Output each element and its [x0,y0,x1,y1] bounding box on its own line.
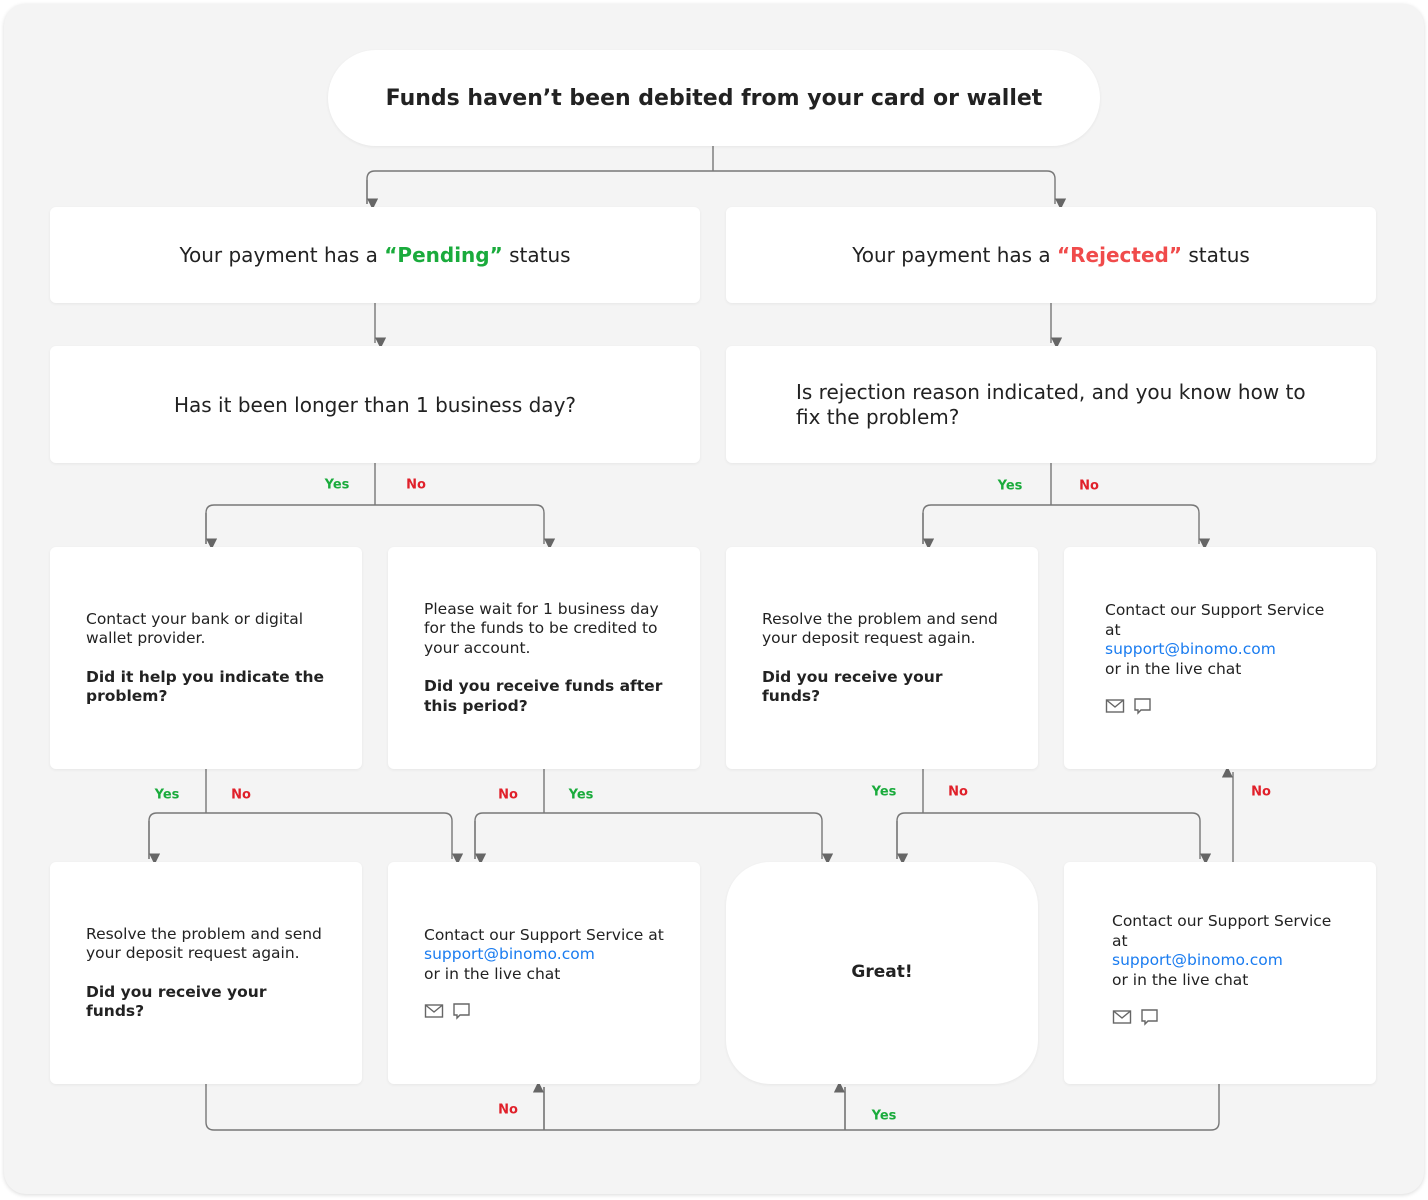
pending-status: “Pending” [384,243,503,267]
support-email-link[interactable]: support@binomo.com [1112,951,1283,969]
yes-label: Yes [154,787,180,803]
rejected-status-box: Your payment has a “Rejected” status [726,207,1376,303]
wait-box: Please wait for 1 business day for the f… [388,547,700,769]
rejected-post: status [1182,243,1250,267]
resolve-left-box: Resolve the problem and send your deposi… [50,862,362,1084]
rejection-reason-question: Is rejection reason indicated, and you k… [726,346,1376,463]
connector-title [366,146,1055,204]
yes-label: Yes [997,478,1023,494]
mail-icon[interactable] [424,1002,444,1020]
support-chat-text: or in the live chat [1112,970,1249,989]
yes-label: Yes [324,477,350,493]
resolve-left-text: Resolve the problem and send your deposi… [86,924,322,963]
contact-bank-text: Contact your bank or digital wallet prov… [86,609,304,648]
wait-text: Please wait for 1 business day for the f… [424,599,659,657]
mail-icon[interactable] [1112,1008,1132,1026]
connector-bottom [205,1084,1220,1131]
wait-question: Did you receive funds after this period? [424,677,663,715]
no-label: No [948,784,968,800]
support-chat-text: or in the live chat [424,964,561,983]
pending-pre: Your payment has a [179,243,385,267]
contact-bank-question: Did it help you indicate the problem? [86,667,325,706]
chat-icon[interactable] [1140,1008,1160,1026]
support-email-link[interactable]: support@binomo.com [424,945,595,964]
resolve-right-box: Resolve the problem and send your deposi… [726,547,1038,769]
support-chat-text: or in the live chat [1105,659,1242,678]
no-label: No [498,1102,518,1118]
no-label: No [498,787,518,803]
resolve-left-question: Did you receive your funds? [86,982,267,1021]
support-box-bottom: Contact our Support Service at support@b… [1064,862,1376,1084]
yes-label: Yes [871,1108,897,1124]
yes-label: Yes [568,787,594,803]
support-email-link[interactable]: support@binomo.com [1105,640,1276,658]
connector-q-left [205,463,544,544]
support-box-middle: Contact our Support Service at support@b… [388,862,700,1084]
pending-status-box: Your payment has a “Pending” status [50,207,700,303]
no-label: No [1251,784,1271,800]
contact-bank-box: Contact your bank or digital wallet prov… [50,547,362,769]
support-text: Contact our Support Service at [1105,601,1325,639]
pending-post: status [502,243,571,267]
chat-icon[interactable] [452,1002,472,1020]
yes-label: Yes [871,784,897,800]
connector-wait [474,769,822,859]
no-label: No [231,787,251,803]
chat-icon[interactable] [1133,697,1153,715]
connector-q-right [922,463,1199,544]
rejected-status: “Rejected” [1057,243,1182,267]
resolve-right-text: Resolve the problem and send your deposi… [762,609,998,648]
resolve-right-question: Did you receive your funds? [762,667,943,706]
connector-resolve [896,769,1200,859]
no-label: No [406,477,426,493]
business-day-question: Has it been longer than 1 business day? [50,346,700,463]
title-box: Funds haven’t been debited from your car… [328,50,1100,146]
support-text: Contact our Support Service at [424,925,664,944]
support-text: Contact our Support Service at [1112,912,1332,950]
no-label: No [1079,478,1099,494]
connector-bank [148,769,452,859]
mail-icon[interactable] [1105,697,1125,715]
support-box-top: Contact our Support Service at support@b… [1064,547,1376,769]
great-box: Great! [726,862,1038,1084]
rejected-pre: Your payment has a [852,243,1058,267]
